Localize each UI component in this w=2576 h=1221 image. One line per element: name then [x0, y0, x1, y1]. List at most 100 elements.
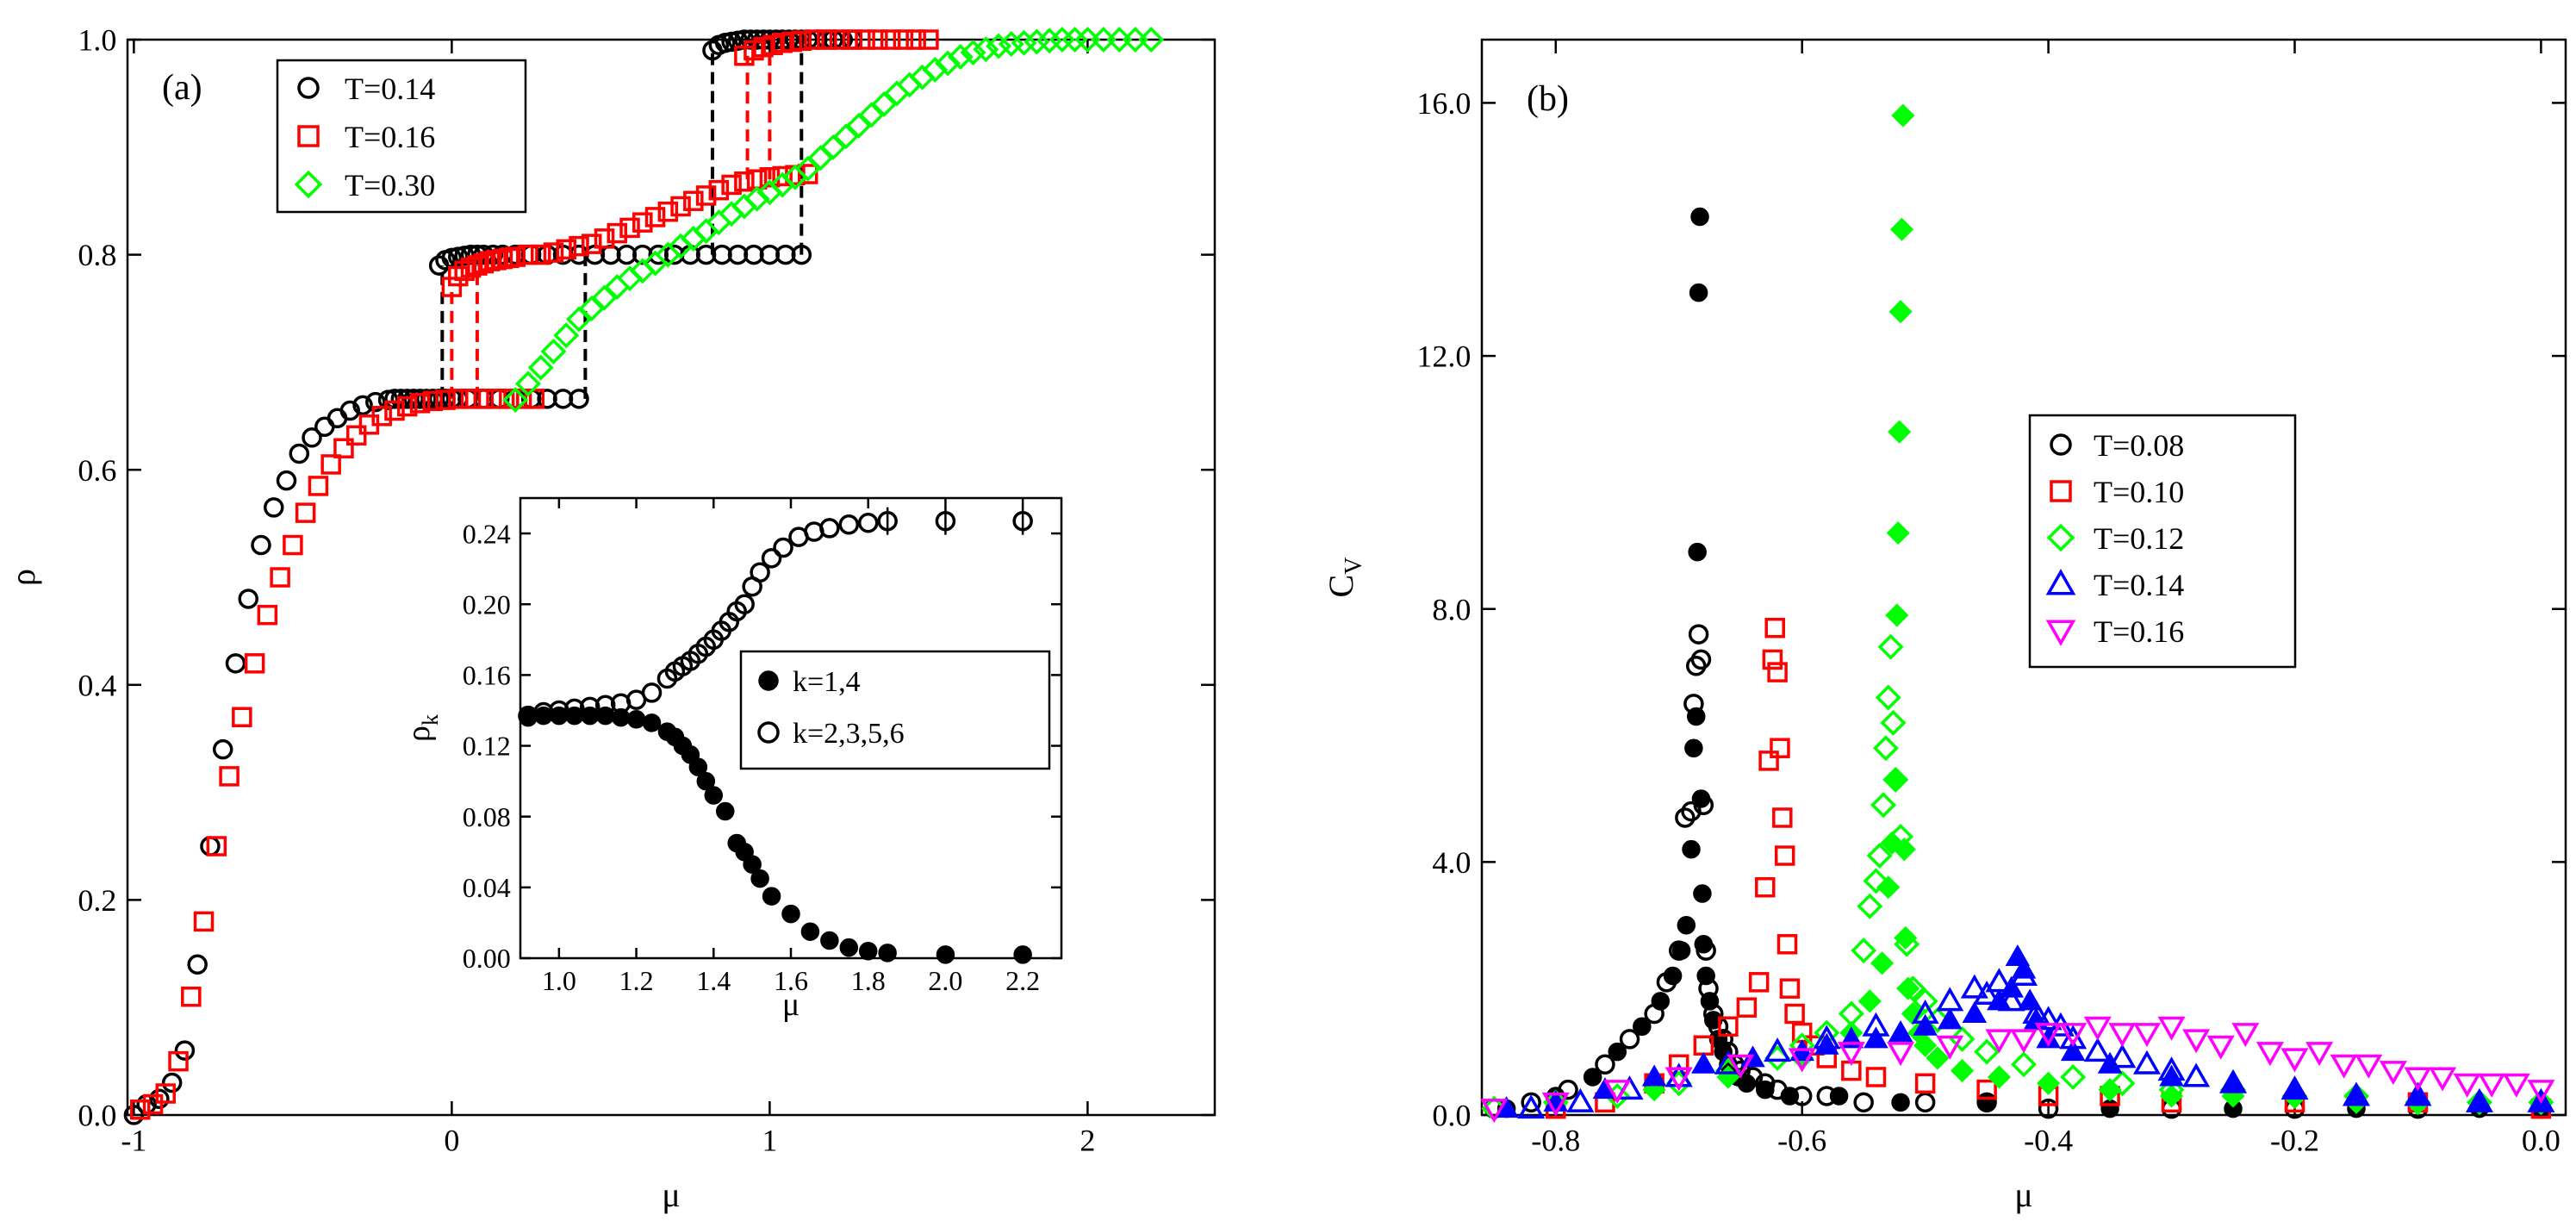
panel-b-T=0.12-point — [1866, 843, 1893, 869]
inset-k=1,4-point — [781, 904, 800, 924]
panel-b-T=0.16-point — [2132, 1023, 2161, 1048]
panel-b-T=0.14 filled-point — [2220, 1070, 2246, 1093]
panel-b-T=0.08 filled-point — [1696, 966, 1715, 986]
panel-a-y-tick-label: 0.2 — [78, 883, 116, 918]
panel-a-T=0.14-point — [791, 244, 812, 265]
panel-b-T=0.10-point — [1770, 738, 1790, 758]
panel-a-T=0.30-point — [744, 185, 770, 212]
inset-k=1,4-point — [936, 945, 955, 964]
panel-a-T=0.16-point — [473, 252, 495, 274]
panel-b-T=0.12 filled-point — [1913, 1033, 1938, 1057]
panel-a-T=0.30-point — [947, 43, 974, 70]
panel-b-T=0.14 filled-point — [1937, 1007, 1963, 1030]
panel-a-T=0.16-point — [409, 393, 431, 414]
panel-a-x-tick-label: 1 — [762, 1123, 777, 1157]
inset-k=1,4-point — [750, 869, 769, 888]
panel-a-T=0.14-point — [238, 589, 258, 609]
inset-k=1,4-point — [743, 855, 762, 874]
panel-a-T=0.16-point — [855, 29, 875, 50]
panel-b-T=0.16-point — [2429, 1067, 2457, 1092]
panel-b-T=0.16-point — [1887, 1042, 1915, 1067]
panel-a-T=0.30-point — [998, 31, 1024, 57]
panel-a-T=0.16-point — [155, 1083, 177, 1104]
panel-b-x-tick-label: -0.6 — [1777, 1123, 1826, 1157]
panel-a-y-tick-label: 1.0 — [78, 23, 116, 58]
panel-a-T=0.30-point — [922, 56, 949, 83]
panel-b-T=0.10-point — [1762, 649, 1783, 670]
panel-a-T=0.16-point — [257, 604, 278, 626]
panel-b-T=0.16-point — [2527, 1080, 2555, 1105]
inset-k=2,3,5,6-point — [773, 537, 793, 558]
panel-b-T=0.14-point — [2108, 1043, 2137, 1068]
panel-a-T=0.16-point — [817, 29, 837, 50]
panel-a-x-tick-label: -1 — [121, 1123, 146, 1157]
panel-a-T=0.16-point — [333, 438, 354, 458]
inset-k=1,4-point — [820, 931, 839, 950]
panel-b-T=0.16-point — [2330, 1054, 2358, 1079]
panel-a-T=0.16-point — [734, 171, 755, 192]
panel-a-T=0.16-point — [181, 986, 202, 1007]
panel-b-T=0.14 filled-point — [2405, 1083, 2430, 1106]
panel-b-x-tick-label: 0.0 — [2522, 1123, 2560, 1157]
panel-b-T=0.16-point — [2083, 1016, 2112, 1041]
panel-b-legend-marker — [2046, 523, 2075, 552]
panel-a-T=0.14-point — [339, 400, 361, 421]
panel-a-T=0.30-point — [1138, 27, 1165, 53]
inset-k=1,4-point — [1013, 945, 1032, 964]
panel-b-T=0.08 filled-point — [1829, 1087, 1849, 1106]
panel-a-T=0.14-point — [276, 470, 297, 491]
panel-a-T=0.14-point — [569, 389, 589, 409]
panel-a-T=0.30-point — [871, 90, 898, 117]
panel-b-T=0.14 filled-point — [1913, 1013, 1938, 1036]
panel-a-T=0.30-point — [1024, 28, 1050, 55]
panel-b-T=0.08 filled-point — [1608, 1042, 1627, 1062]
panel-a-T=0.14-point — [161, 1072, 183, 1093]
panel-a-legend-label: T=0.30 — [345, 168, 435, 202]
inset-k=1,4-point — [696, 771, 716, 791]
inset-legend-label: k=1,4 — [793, 666, 861, 698]
panel-b-T=0.12-point — [1870, 792, 1897, 819]
panel-a-T=0.16-point — [142, 1093, 164, 1115]
panel-b-T=0.14-point — [1764, 1037, 1792, 1062]
panel-a-T=0.16-point — [644, 207, 666, 227]
panel-b-T=0.08 filled-point — [1977, 1093, 1996, 1112]
panel-b-T=0.16-point — [2157, 1016, 2186, 1041]
panel-b-T=0.10-point — [1718, 1016, 1739, 1037]
panel-a-T=0.14-point — [212, 738, 233, 760]
panel-b-T=0.14-point — [1517, 1094, 1546, 1119]
panel-b-T=0.12-point — [1880, 709, 1907, 736]
panel-b-T=0.10-point — [1736, 997, 1758, 1018]
panel-a-T=0.16-point — [345, 425, 367, 446]
panel-b-T=0.16-point — [1985, 1029, 2013, 1054]
panel-b-T=0.14-point — [1997, 987, 2025, 1012]
panel-b-T=0.14-point — [1960, 974, 1988, 999]
panel-b-T=0.16-point — [2478, 1073, 2506, 1098]
panel-b-T=0.12 filled-point — [1882, 768, 1907, 792]
panel-b-T=0.08 filled-point — [1737, 1074, 1757, 1093]
panel-a-T=0.30-point — [1011, 29, 1037, 56]
panel-b-T=0.16-point — [2379, 1061, 2407, 1086]
panel-a-legend-marker — [297, 77, 320, 99]
panel-b-plot-frame — [1480, 38, 2567, 1117]
inset-k=1,4-point — [642, 713, 662, 732]
panel-b-T=0.12 filled-point — [1888, 300, 1913, 324]
inset-k=2,3,5,6-point — [564, 698, 585, 720]
panel-b-T=0.16-point — [1837, 1042, 1865, 1067]
panel-b-T=0.08 filled-point — [1677, 916, 1696, 935]
panel-a-T=0.16-point — [918, 29, 939, 50]
panel-b-T=0.14 filled-point — [2036, 1026, 2061, 1049]
panel-b-T=0.12 filled-point — [1857, 989, 1882, 1013]
panel-a-T=0.16-point — [518, 244, 538, 265]
inset-k=1,4-point — [800, 922, 820, 941]
panel-a-T=0.16-point — [708, 179, 730, 201]
panel-b-T=0.08-point — [1914, 1092, 1936, 1113]
panel-b-legend — [2028, 414, 2297, 669]
inset-k=1,4-point — [858, 942, 878, 961]
inset-y-tick-label: 0.08 — [463, 801, 511, 832]
panel-b-T=0.14 filled-point — [2060, 1039, 2086, 1062]
panel-a-T=0.30-point — [973, 36, 999, 63]
panel-b-T=0.08-point — [1521, 1092, 1541, 1113]
panel-a-T=0.16-point — [556, 239, 576, 260]
inset-y-tick-label: 0.04 — [463, 872, 511, 903]
